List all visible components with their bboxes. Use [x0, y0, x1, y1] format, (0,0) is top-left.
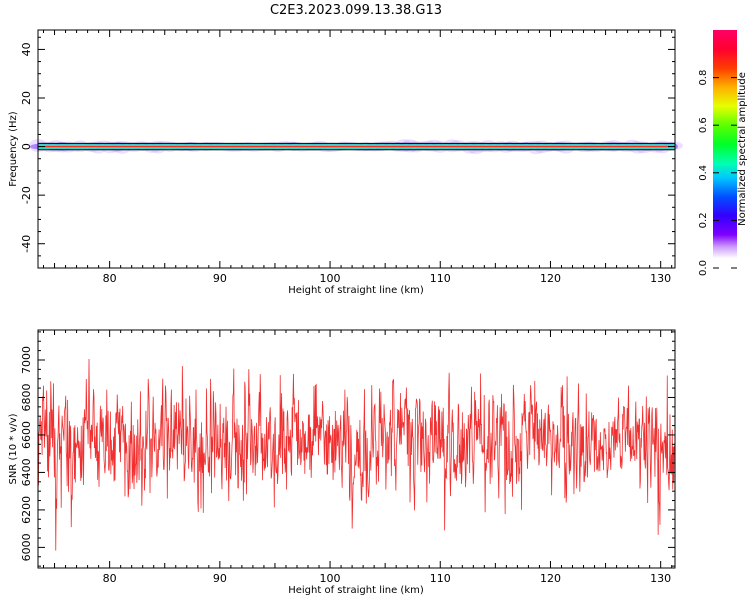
snr-ytick-label: 6600: [20, 421, 33, 449]
spectrogram-plot-area: [38, 30, 675, 268]
spec-ytick-label: 20: [20, 91, 33, 105]
spec-ytick-label: -20: [20, 186, 33, 204]
snr-xtick-label: 80: [103, 572, 117, 585]
spec-xtick-label: 80: [103, 272, 117, 285]
snr-series-line: [38, 359, 675, 551]
spec-ytick-label: -40: [20, 235, 33, 253]
spectrogram-ylabel: Frequency (Hz): [8, 111, 19, 187]
spec-xtick-label: 90: [213, 272, 227, 285]
snr-xtick-label: 110: [430, 572, 451, 585]
snr-xtick-label: 90: [213, 572, 227, 585]
snr-ytick-label: 6200: [20, 496, 33, 524]
figure-title: C2E3.2023.099.13.38.G13: [270, 3, 442, 18]
spec-xtick-label: 110: [430, 272, 451, 285]
spec-ytick-label: 40: [20, 42, 33, 56]
spectrogram-frame: [37, 29, 676, 269]
spec-xtick-label: 120: [540, 272, 561, 285]
colorbar-tick-label: 0.0: [698, 260, 709, 276]
snr-panel: 80 90 100 110 120 130 6000 6200 6400 6600 6800 7000…: [8, 329, 676, 596]
snr-ylabel: SNR (10 * v/v): [8, 413, 19, 484]
snr-ticks: 80 90 100 110 120 130 6000 6200 6400 6600 6800 7000: [20, 330, 675, 585]
spec-xtick-label: 130: [650, 272, 671, 285]
colorbar: 0.0 0.2 0.4 0.6 0.8 Normalized spectral ampl…: [698, 30, 748, 276]
spec-xtick-label: 100: [320, 272, 341, 285]
snr-ytick-label: 6400: [20, 458, 33, 486]
snr-xtick-label: 100: [320, 572, 341, 585]
snr-xtick-label: 130: [650, 572, 671, 585]
snr-ytick-label: 6800: [20, 383, 33, 411]
colorbar-tick-label: 0.4: [698, 165, 709, 181]
snr-ytick-label: 7000: [20, 346, 33, 374]
band-core: [38, 145, 675, 148]
snr-xtick-label: 120: [540, 572, 561, 585]
colorbar-ticks: 0.0 0.2 0.4 0.6 0.8: [698, 70, 737, 276]
spectrogram-panel: 80 90 100 110 120 130 -40 -20 0 20 40 Height of st…: [8, 29, 683, 296]
snr-frame: [37, 329, 676, 569]
snr-xlabel: Height of straight line (km): [288, 585, 424, 596]
spectral-band: [29, 139, 683, 155]
colorbar-tick-label: 0.2: [698, 212, 709, 228]
colorbar-scale: [713, 30, 737, 268]
snr-ytick-label: 6000: [20, 533, 33, 561]
colorbar-tick-label: 0.8: [698, 70, 709, 86]
colorbar-label: Normalized spectral amplitude: [737, 72, 748, 226]
spectrogram-xlabel: Height of straight line (km): [288, 285, 424, 296]
colorbar-tick-label: 0.6: [698, 117, 709, 133]
spec-ytick-label: 0: [20, 143, 33, 150]
